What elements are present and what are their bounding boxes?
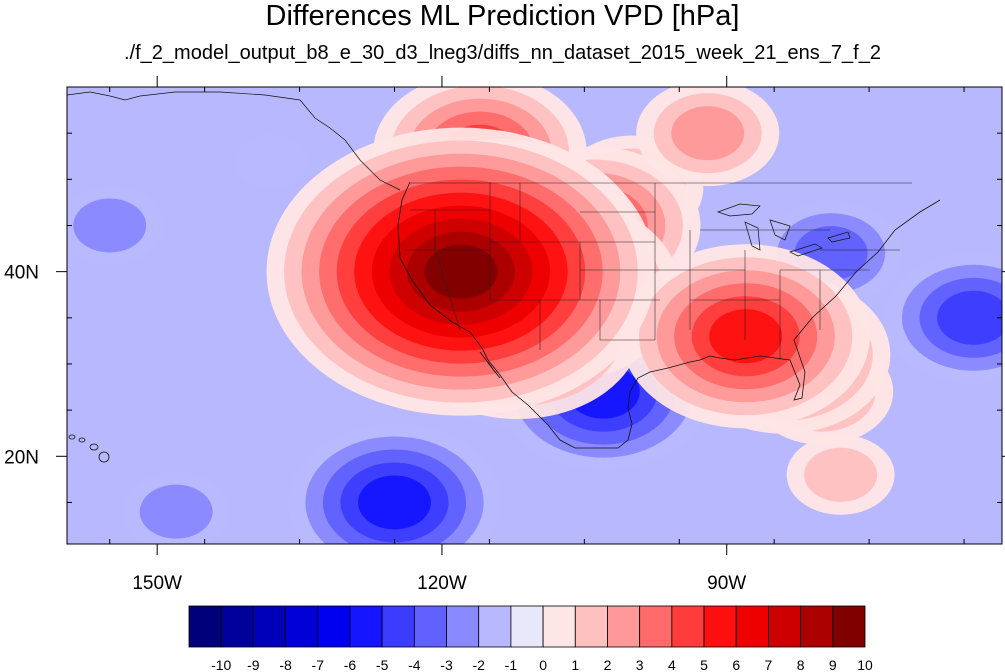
colorbar-label: 0 bbox=[539, 657, 547, 672]
colorbar-label: -5 bbox=[376, 657, 389, 672]
x-tick-label: 120W bbox=[417, 573, 467, 594]
colorbar-swatch bbox=[349, 605, 383, 648]
y-tick-label: 20N bbox=[4, 447, 39, 468]
baja-peninsula-coast bbox=[479, 351, 501, 379]
north-america-coastline bbox=[397, 181, 941, 449]
field-contour-neg-1 bbox=[234, 133, 308, 188]
state-boundaries bbox=[405, 182, 912, 360]
colorbar-swatch bbox=[381, 605, 415, 648]
colorbar-swatch bbox=[768, 605, 802, 648]
plot-frame bbox=[66, 86, 1003, 545]
field-contour-pos-10 bbox=[424, 244, 498, 299]
field-contour-neg-4 bbox=[937, 290, 1002, 345]
alaska-coast bbox=[67, 91, 401, 191]
colorbar-swatch bbox=[574, 605, 608, 648]
field-contour-neg-5 bbox=[358, 475, 431, 530]
colorbar: -10 -9 -8 -7 -6 -5 -4 -3 -2 -1 0 1 2 3 4 5 6 7 8 9 10 bbox=[188, 605, 873, 672]
colorbar-swatch bbox=[413, 605, 447, 648]
colorbar-label: 6 bbox=[732, 657, 740, 672]
colorbar-swatch bbox=[639, 605, 673, 648]
vpd-difference-field bbox=[67, 87, 1002, 544]
x-tick-label: 90W bbox=[707, 573, 746, 594]
colorbar-label: 10 bbox=[857, 657, 873, 672]
colorbar-label: 9 bbox=[829, 657, 837, 672]
field-contour-neg-2 bbox=[139, 484, 213, 539]
field-contour-pos-2 bbox=[804, 447, 878, 502]
field-contour-pos-3 bbox=[671, 106, 745, 161]
colorbar-label: 8 bbox=[797, 657, 805, 672]
colorbar-label: -8 bbox=[279, 657, 292, 672]
colorbar-swatch bbox=[446, 605, 480, 648]
colorbar-swatch bbox=[703, 605, 737, 648]
great-lakes bbox=[716, 203, 851, 257]
axis-tick-labels: 150W 120W 90W 20N 40N bbox=[4, 263, 746, 594]
colorbar-label: -9 bbox=[247, 657, 260, 672]
colorbar-swatch bbox=[832, 605, 866, 648]
colorbar-swatch bbox=[735, 605, 769, 648]
colorbar-label: -4 bbox=[408, 657, 421, 672]
y-tick-label: 40N bbox=[4, 263, 39, 284]
colorbar-swatch bbox=[478, 605, 512, 648]
colorbar-label: 5 bbox=[700, 657, 708, 672]
colorbar-swatch bbox=[542, 605, 576, 648]
colorbar-label: 1 bbox=[571, 657, 579, 672]
x-tick-label: 150W bbox=[132, 573, 182, 594]
axis-ticks bbox=[56, 76, 1005, 555]
colorbar-label: -10 bbox=[211, 657, 231, 672]
colorbar-swatch bbox=[800, 605, 834, 648]
colorbar-swatch bbox=[671, 605, 705, 648]
colorbar-swatch bbox=[252, 605, 286, 648]
colorbar-swatch bbox=[607, 605, 641, 648]
field-contour-neg-2 bbox=[73, 198, 147, 253]
field-contour-pos-6 bbox=[709, 309, 783, 364]
colorbar-swatch bbox=[188, 605, 222, 648]
colorbar-label: -2 bbox=[472, 657, 485, 672]
chart-title: Differences ML Prediction VPD [hPa] bbox=[265, 0, 740, 32]
colorbar-label: -7 bbox=[312, 657, 325, 672]
hawaii-islands bbox=[68, 434, 110, 463]
coastlines bbox=[67, 91, 941, 463]
colorbar-swatch bbox=[220, 605, 254, 648]
colorbar-label: -6 bbox=[344, 657, 357, 672]
colorbar-swatch bbox=[317, 605, 351, 648]
colorbar-label: 3 bbox=[636, 657, 644, 672]
colorbar-swatch bbox=[510, 605, 544, 648]
colorbar-label: 7 bbox=[765, 657, 773, 672]
colorbar-label: 2 bbox=[604, 657, 612, 672]
chart-subtitle: ./f_2_model_output_b8_e_30_d3_lneg3/diff… bbox=[124, 42, 881, 64]
colorbar-swatch bbox=[285, 605, 319, 648]
colorbar-label: -3 bbox=[440, 657, 453, 672]
colorbar-label: 4 bbox=[668, 657, 676, 672]
colorbar-label: -1 bbox=[505, 657, 518, 672]
